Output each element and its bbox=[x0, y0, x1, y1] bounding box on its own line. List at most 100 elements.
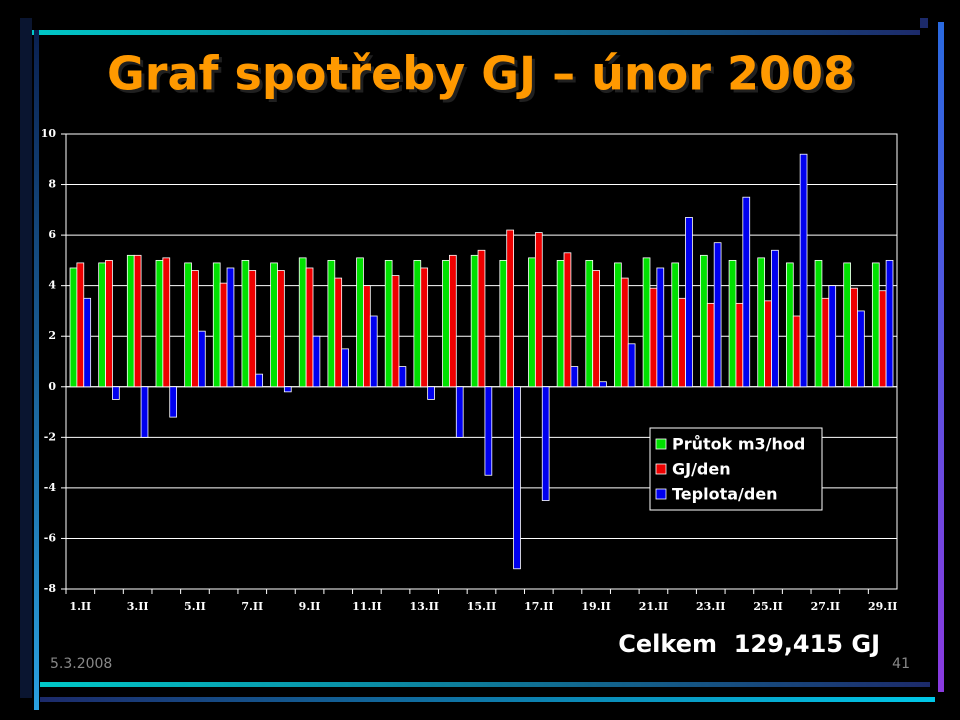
x-tick-label: 29.II bbox=[868, 600, 897, 613]
bar bbox=[785, 262, 794, 388]
y-tick-label: -8 bbox=[44, 582, 57, 595]
y-tick-label: 8 bbox=[48, 178, 56, 191]
chart-title: Graf spotřeby GJ – únor 2008 bbox=[107, 47, 855, 101]
title-shadow: Graf spotřeby GJ – únor 2008 bbox=[110, 50, 858, 104]
decor-line bbox=[20, 18, 32, 698]
bar bbox=[398, 366, 407, 388]
bar bbox=[620, 277, 629, 388]
bar bbox=[155, 259, 164, 388]
decor-line bbox=[40, 682, 930, 687]
y-tick-label: 6 bbox=[48, 228, 56, 241]
page-number: 41 bbox=[892, 656, 910, 672]
bar bbox=[671, 262, 680, 388]
bar bbox=[843, 262, 851, 388]
bar bbox=[140, 386, 149, 438]
x-tick-label: 5.II bbox=[184, 600, 206, 613]
x-tick-label: 19.II bbox=[581, 600, 610, 613]
bar bbox=[298, 257, 307, 388]
bar bbox=[850, 287, 858, 388]
bar bbox=[556, 259, 565, 388]
bar bbox=[627, 343, 636, 388]
y-tick-label: 10 bbox=[41, 127, 57, 140]
legend-swatch bbox=[655, 463, 667, 475]
legend-label: Průtok m3/hod bbox=[672, 435, 805, 454]
bar bbox=[742, 196, 751, 388]
bar bbox=[599, 381, 607, 388]
bar bbox=[327, 259, 336, 388]
bar bbox=[369, 315, 378, 388]
bar bbox=[771, 249, 779, 388]
x-tick-label: 11.II bbox=[352, 600, 381, 613]
bar bbox=[614, 262, 622, 388]
bar bbox=[570, 366, 579, 388]
bar bbox=[506, 229, 514, 388]
x-tick-label: 1.II bbox=[69, 600, 91, 613]
total: Celkem 129,415 GJ bbox=[618, 630, 880, 658]
bar bbox=[248, 270, 257, 388]
bar bbox=[477, 249, 486, 388]
decor-line bbox=[34, 30, 39, 710]
bar bbox=[197, 330, 206, 388]
bar bbox=[534, 232, 543, 388]
x-tick-label: 15.II bbox=[467, 600, 496, 613]
bar bbox=[363, 285, 371, 388]
bar bbox=[312, 335, 321, 388]
bar bbox=[513, 386, 521, 570]
x-tick-label: 27.II bbox=[811, 600, 840, 613]
bar bbox=[112, 386, 120, 400]
bar bbox=[700, 254, 708, 388]
decor-line bbox=[920, 18, 928, 28]
bar bbox=[226, 267, 235, 388]
bar bbox=[105, 259, 113, 388]
bar bbox=[334, 277, 343, 388]
legend bbox=[649, 427, 823, 511]
bar bbox=[356, 257, 364, 388]
bar bbox=[442, 259, 450, 388]
x-tick-label: 3.II bbox=[127, 600, 149, 613]
bar bbox=[585, 259, 594, 388]
legend-label: GJ/den bbox=[672, 460, 731, 479]
x-tick-label: 9.II bbox=[299, 600, 321, 613]
bar bbox=[814, 259, 823, 388]
bar bbox=[499, 259, 508, 388]
bar bbox=[270, 262, 278, 388]
bar bbox=[255, 373, 263, 388]
bar bbox=[885, 259, 894, 388]
decor-line bbox=[938, 22, 944, 692]
bar bbox=[184, 262, 192, 388]
bar bbox=[241, 259, 250, 388]
y-tick-label: 2 bbox=[48, 329, 56, 342]
bar bbox=[191, 270, 199, 388]
bar bbox=[656, 267, 665, 388]
bar bbox=[792, 315, 801, 388]
bar bbox=[799, 153, 808, 388]
bar bbox=[162, 257, 171, 388]
y-tick-label: -4 bbox=[44, 481, 57, 494]
bar bbox=[592, 270, 600, 388]
date: 5.3.2008 bbox=[50, 656, 112, 672]
decor-line bbox=[40, 697, 935, 702]
bar bbox=[728, 259, 737, 388]
bar bbox=[98, 262, 106, 388]
bar bbox=[219, 282, 228, 388]
plot-frame bbox=[65, 133, 898, 590]
bar bbox=[420, 267, 429, 388]
bar bbox=[685, 217, 693, 388]
x-tick-label: 21.II bbox=[639, 600, 668, 613]
bar bbox=[878, 290, 887, 388]
bar bbox=[413, 259, 422, 388]
decor-line bbox=[30, 30, 920, 35]
bar bbox=[277, 270, 285, 388]
bar bbox=[83, 297, 92, 388]
bar bbox=[821, 297, 830, 388]
bar bbox=[713, 242, 722, 388]
bar bbox=[69, 267, 78, 388]
legend-label: Teplota/den bbox=[672, 485, 778, 504]
bar bbox=[169, 386, 178, 418]
bar bbox=[455, 386, 464, 438]
bar bbox=[642, 257, 651, 388]
bar bbox=[649, 287, 658, 388]
bar bbox=[449, 254, 457, 388]
